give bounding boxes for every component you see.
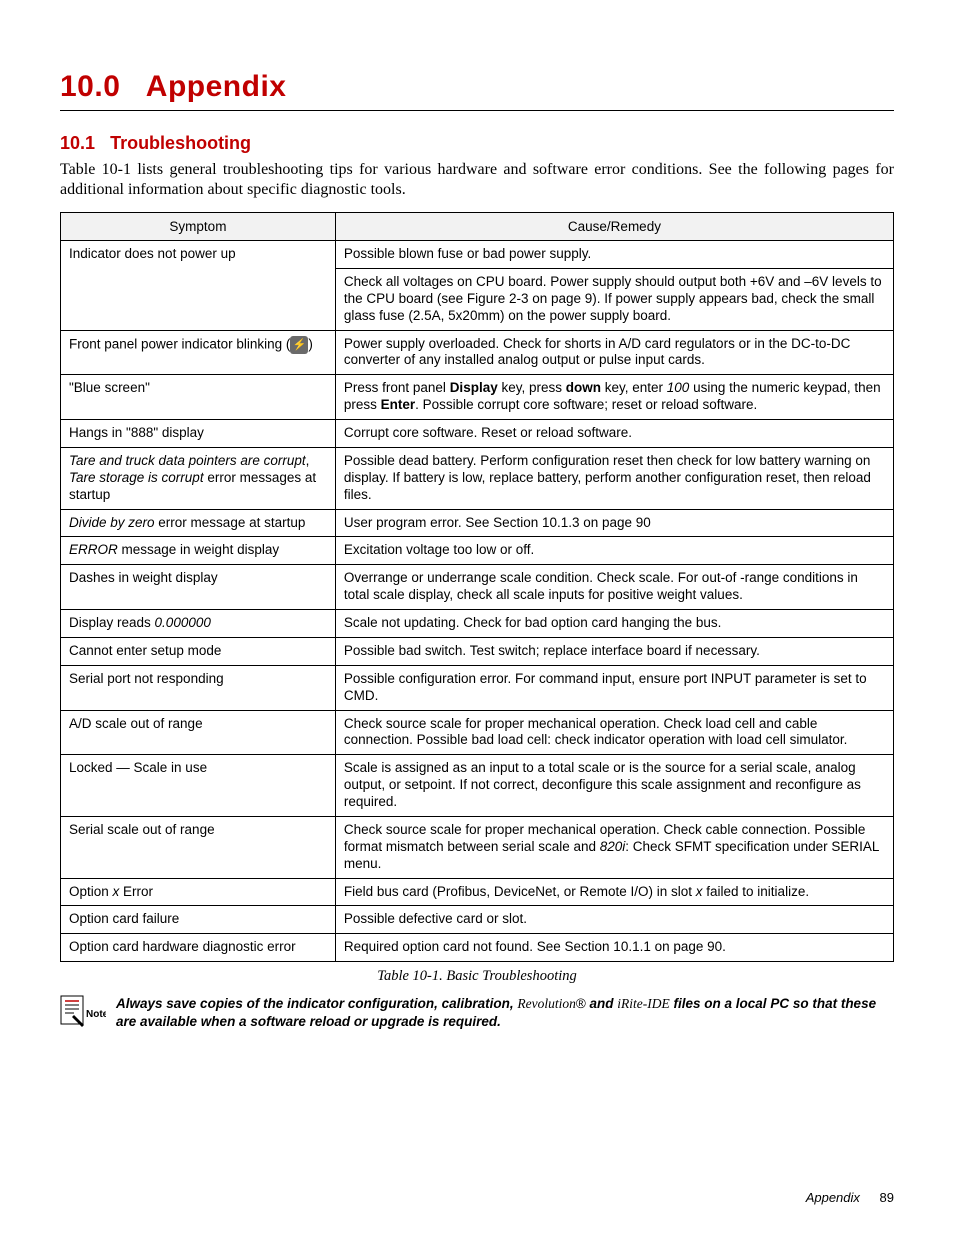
- section-heading: 10.1 Troubleshooting: [60, 133, 894, 154]
- cell-cause: Power supply overloaded. Check for short…: [335, 330, 893, 375]
- cell-symptom: Cannot enter setup mode: [61, 637, 336, 665]
- cell-cause: Possible bad switch. Test switch; replac…: [335, 637, 893, 665]
- cell-cause: Excitation voltage too low or off.: [335, 537, 893, 565]
- table-row: Hangs in "888" display Corrupt core soft…: [61, 420, 894, 448]
- cell-cause: Press front panel Display key, press dow…: [335, 375, 893, 420]
- table-row: Serial scale out of range Check source s…: [61, 816, 894, 878]
- footer-page-number: 89: [880, 1190, 894, 1205]
- cell-cause: Field bus card (Profibus, DeviceNet, or …: [335, 878, 893, 906]
- page: 10.0 Appendix 10.1 Troubleshooting Table…: [0, 0, 954, 1235]
- cell-cause: Possible configuration error. For comman…: [335, 665, 893, 710]
- note-icon: Note: [60, 995, 106, 1032]
- cell-symptom: Divide by zero error message at startup: [61, 509, 336, 537]
- troubleshooting-table: Symptom Cause/Remedy Indicator does not …: [60, 212, 894, 962]
- cell-symptom: Serial port not responding: [61, 665, 336, 710]
- table-row: Serial port not responding Possible conf…: [61, 665, 894, 710]
- cell-symptom: Option card hardware diagnostic error: [61, 934, 336, 962]
- cell-cause: Overrange or underrange scale condition.…: [335, 565, 893, 610]
- cell-symptom: Indicator does not power up: [61, 241, 336, 331]
- cell-cause: Required option card not found. See Sect…: [335, 934, 893, 962]
- cell-symptom: Display reads 0.000000: [61, 610, 336, 638]
- cell-cause: Possible defective card or slot.: [335, 906, 893, 934]
- cell-symptom: Tare and truck data pointers are corrupt…: [61, 447, 336, 509]
- cell-symptom: "Blue screen": [61, 375, 336, 420]
- cell-cause: User program error. See Section 10.1.3 o…: [335, 509, 893, 537]
- cell-symptom: Hangs in "888" display: [61, 420, 336, 448]
- table-row: Front panel power indicator blinking (⚡)…: [61, 330, 894, 375]
- intro-paragraph: Table 10-1 lists general troubleshooting…: [60, 160, 894, 200]
- table-row: Option x Error Field bus card (Profibus,…: [61, 878, 894, 906]
- cell-cause: Scale not updating. Check for bad option…: [335, 610, 893, 638]
- table-row: Divide by zero error message at startup …: [61, 509, 894, 537]
- cell-symptom: Serial scale out of range: [61, 816, 336, 878]
- table-row: Locked — Scale in use Scale is assigned …: [61, 755, 894, 817]
- svg-text:Note: Note: [86, 1009, 106, 1020]
- table-row: Indicator does not power up Possible blo…: [61, 241, 894, 269]
- table-row: A/D scale out of range Check source scal…: [61, 710, 894, 755]
- table-row: Option card hardware diagnostic error Re…: [61, 934, 894, 962]
- page-footer: Appendix 89: [806, 1190, 894, 1205]
- chapter-title: Appendix: [146, 70, 287, 103]
- cell-symptom: A/D scale out of range: [61, 710, 336, 755]
- cell-cause: Check source scale for proper mechanical…: [335, 816, 893, 878]
- table-row: ERROR message in weight display Excitati…: [61, 537, 894, 565]
- cell-symptom: Option x Error: [61, 878, 336, 906]
- cell-symptom: Locked — Scale in use: [61, 755, 336, 817]
- table-row: Display reads 0.000000 Scale not updatin…: [61, 610, 894, 638]
- chapter-heading: 10.0 Appendix: [60, 70, 894, 111]
- th-symptom: Symptom: [61, 213, 336, 241]
- th-cause: Cause/Remedy: [335, 213, 893, 241]
- chapter-number: 10.0: [60, 70, 120, 103]
- cell-cause: Scale is assigned as an input to a total…: [335, 755, 893, 817]
- footer-section-label: Appendix: [806, 1190, 860, 1205]
- section-title: Troubleshooting: [110, 133, 251, 153]
- table-row: Dashes in weight display Overrange or un…: [61, 565, 894, 610]
- table-row: "Blue screen" Press front panel Display …: [61, 375, 894, 420]
- table-caption: Table 10-1. Basic Troubleshooting: [60, 968, 894, 985]
- cell-cause: Corrupt core software. Reset or reload s…: [335, 420, 893, 448]
- cell-cause: Check all voltages on CPU board. Power s…: [335, 268, 893, 330]
- note-text: Always save copies of the indicator conf…: [116, 995, 894, 1031]
- table-row: Option card failure Possible defective c…: [61, 906, 894, 934]
- note-block: Note Always save copies of the indicator…: [60, 995, 894, 1032]
- cell-symptom: Option card failure: [61, 906, 336, 934]
- cell-cause: Check source scale for proper mechanical…: [335, 710, 893, 755]
- cell-cause: Possible dead battery. Perform configura…: [335, 447, 893, 509]
- section-number: 10.1: [60, 133, 95, 153]
- blink-indicator-icon: ⚡: [290, 336, 308, 354]
- table-row: Tare and truck data pointers are corrupt…: [61, 447, 894, 509]
- table-row: Cannot enter setup mode Possible bad swi…: [61, 637, 894, 665]
- cell-symptom: ERROR message in weight display: [61, 537, 336, 565]
- cell-symptom: Front panel power indicator blinking (⚡): [61, 330, 336, 375]
- cell-cause: Possible blown fuse or bad power supply.: [335, 241, 893, 269]
- cell-symptom: Dashes in weight display: [61, 565, 336, 610]
